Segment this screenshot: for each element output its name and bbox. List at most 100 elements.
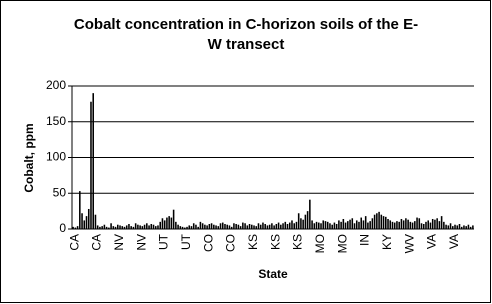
bar xyxy=(405,218,407,229)
bar xyxy=(358,221,360,229)
bar xyxy=(469,226,472,229)
bar xyxy=(420,223,423,229)
bar xyxy=(320,223,322,229)
bar xyxy=(277,222,280,229)
bar xyxy=(168,216,170,229)
y-axis-label: Cobalt, ppm xyxy=(22,123,36,192)
bar xyxy=(284,221,287,229)
bar xyxy=(125,225,128,229)
bar xyxy=(414,221,416,229)
bar xyxy=(458,223,461,229)
bar xyxy=(81,213,83,229)
bar xyxy=(74,227,77,229)
bar xyxy=(255,226,258,229)
bar xyxy=(378,211,380,229)
bar xyxy=(322,220,325,229)
bar xyxy=(197,226,199,229)
bar xyxy=(331,224,333,229)
bar xyxy=(344,222,347,229)
bar xyxy=(237,224,240,229)
bar xyxy=(235,223,237,229)
bar xyxy=(132,226,135,229)
bar xyxy=(369,221,371,229)
bar xyxy=(434,219,436,229)
bar xyxy=(219,223,222,229)
bar xyxy=(257,223,260,229)
bar xyxy=(273,225,275,229)
bar xyxy=(409,221,412,229)
bar xyxy=(364,216,367,229)
x-tick-label: KS xyxy=(268,234,282,250)
bar xyxy=(418,218,421,229)
bar xyxy=(438,221,441,229)
x-tick-label: NV xyxy=(112,234,126,251)
bar xyxy=(340,221,342,229)
bar xyxy=(148,225,150,229)
bar xyxy=(275,223,278,229)
bar xyxy=(282,223,284,229)
x-tick-label: CA xyxy=(67,234,81,251)
bar xyxy=(137,224,139,229)
x-tick-label: KS xyxy=(291,234,305,250)
bar xyxy=(121,226,124,229)
bar xyxy=(199,221,202,229)
bar xyxy=(157,225,159,229)
bar xyxy=(92,93,94,230)
bar xyxy=(146,223,148,229)
bar xyxy=(393,222,396,229)
bar xyxy=(179,226,182,229)
bar xyxy=(315,221,318,229)
x-tick-label: IN xyxy=(358,234,372,246)
bar xyxy=(373,214,376,229)
bar xyxy=(206,225,208,229)
bar xyxy=(416,217,418,229)
bar xyxy=(300,218,302,229)
bar xyxy=(201,223,204,229)
bar xyxy=(114,226,117,229)
bar xyxy=(213,224,215,229)
bar xyxy=(429,222,432,229)
bar xyxy=(313,223,316,229)
bar xyxy=(335,223,338,229)
bar xyxy=(349,219,351,229)
bar xyxy=(262,222,264,229)
bar xyxy=(90,101,92,229)
chart-title: W transect xyxy=(208,36,285,53)
x-tick-label: NV xyxy=(134,234,148,251)
bar xyxy=(456,225,459,229)
bar xyxy=(288,222,291,229)
bar xyxy=(449,223,452,229)
bar xyxy=(311,220,313,229)
bar xyxy=(329,223,331,229)
bar xyxy=(422,223,425,229)
x-tick-label: CO xyxy=(201,234,215,252)
bar xyxy=(318,222,320,229)
bar xyxy=(467,224,470,229)
bar xyxy=(103,224,106,229)
bar xyxy=(266,225,269,229)
bar xyxy=(362,220,365,229)
x-tick-label: CO xyxy=(224,234,238,252)
bar xyxy=(143,224,146,229)
bar xyxy=(119,225,121,229)
bar xyxy=(402,220,405,229)
y-tick-label: 200 xyxy=(46,78,66,92)
bar xyxy=(286,223,289,229)
bar xyxy=(385,216,387,229)
bar xyxy=(452,226,454,229)
bar xyxy=(163,220,166,229)
bar xyxy=(425,221,427,229)
y-tick-label: 150 xyxy=(46,114,66,128)
x-tick-label: MO xyxy=(313,234,327,253)
bar xyxy=(396,221,398,229)
bar xyxy=(304,214,307,229)
bar xyxy=(445,224,447,229)
x-tick-label: MO xyxy=(335,234,349,253)
bar xyxy=(353,223,356,229)
bar xyxy=(324,221,327,229)
bar xyxy=(170,217,173,229)
bar xyxy=(431,218,434,229)
bar xyxy=(465,226,467,229)
bar xyxy=(150,223,153,229)
